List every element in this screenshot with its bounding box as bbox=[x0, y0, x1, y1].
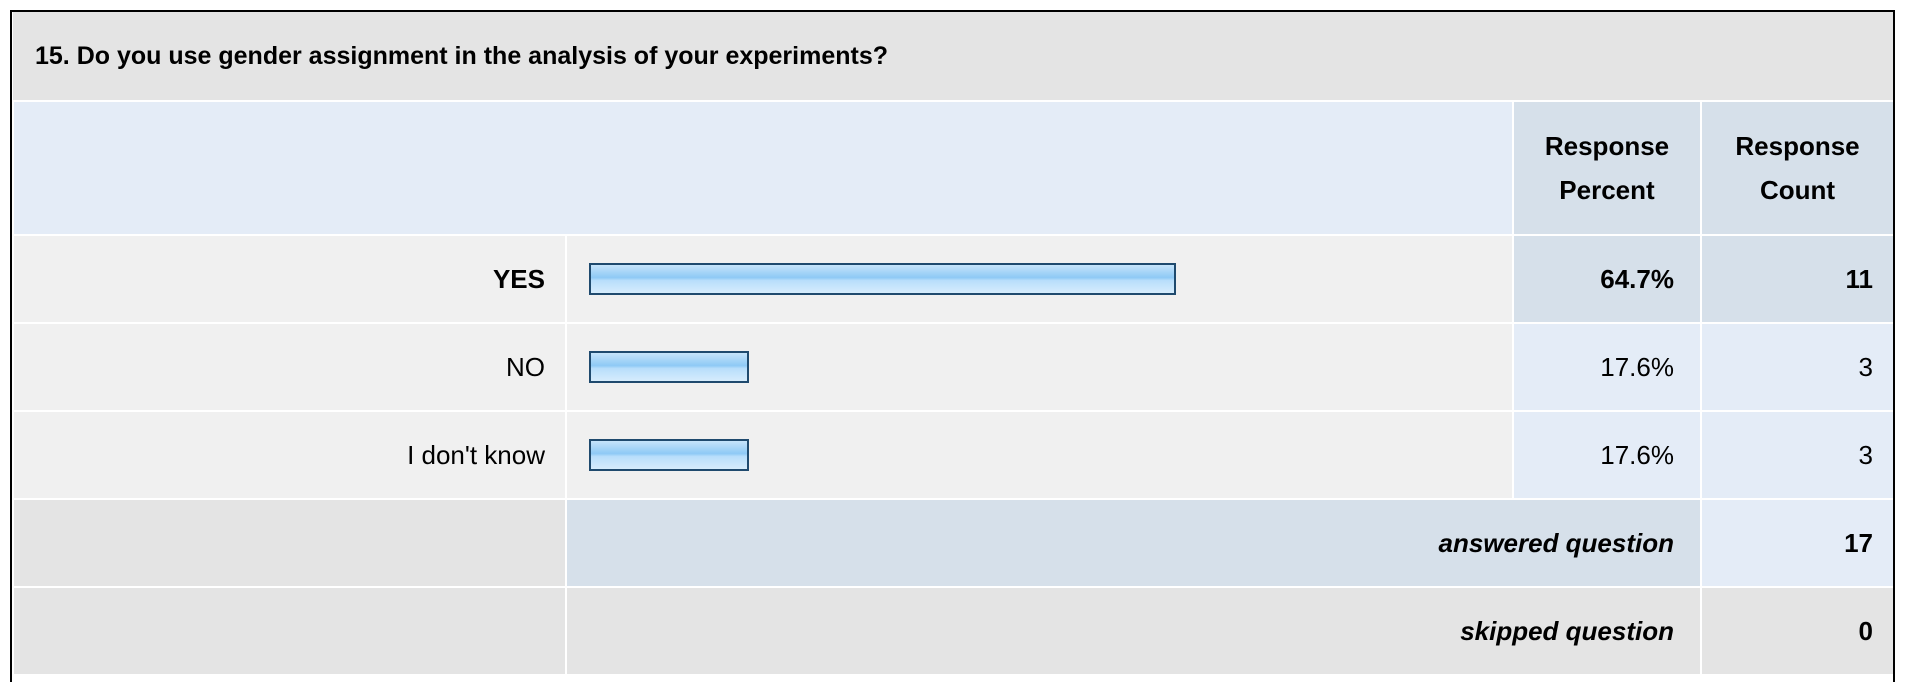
answer-label: I don't know bbox=[12, 410, 567, 500]
answer-label: YES bbox=[12, 234, 567, 324]
answered-row: answered question 17 bbox=[12, 498, 1893, 588]
answer-row: NO 17.6% 3 bbox=[12, 322, 1893, 412]
response-percent: 17.6% bbox=[1512, 410, 1702, 500]
percent-bar bbox=[589, 263, 1177, 295]
header-percent: Response Percent bbox=[1512, 100, 1702, 236]
answer-row: I don't know 17.6% 3 bbox=[12, 410, 1893, 500]
question-title: 15. Do you use gender assignment in the … bbox=[13, 12, 1893, 102]
response-count: 11 bbox=[1699, 234, 1893, 324]
bar-cell bbox=[565, 234, 1514, 324]
skipped-row: skipped question 0 bbox=[12, 586, 1893, 676]
question-panel: 15. Do you use gender assignment in the … bbox=[10, 10, 1895, 682]
answered-label: answered question bbox=[565, 498, 1702, 588]
skipped-label: skipped question bbox=[565, 586, 1702, 676]
summary-blank bbox=[12, 586, 567, 676]
header-count: Response Count bbox=[1699, 100, 1893, 236]
skipped-count: 0 bbox=[1699, 586, 1893, 676]
percent-bar bbox=[589, 351, 749, 383]
answer-label: NO bbox=[12, 322, 567, 412]
response-percent: 17.6% bbox=[1512, 322, 1702, 412]
percent-bar bbox=[589, 439, 749, 471]
answered-count: 17 bbox=[1699, 498, 1893, 588]
response-percent: 64.7% bbox=[1512, 234, 1702, 324]
response-count: 3 bbox=[1699, 322, 1893, 412]
results-table: 15. Do you use gender assignment in the … bbox=[12, 12, 1893, 676]
summary-blank bbox=[12, 498, 567, 588]
response-count: 3 bbox=[1699, 410, 1893, 500]
answer-row: YES 64.7% 11 bbox=[12, 234, 1893, 324]
bar-cell bbox=[565, 410, 1514, 500]
bar-cell bbox=[565, 322, 1514, 412]
header-blank bbox=[12, 100, 1514, 236]
